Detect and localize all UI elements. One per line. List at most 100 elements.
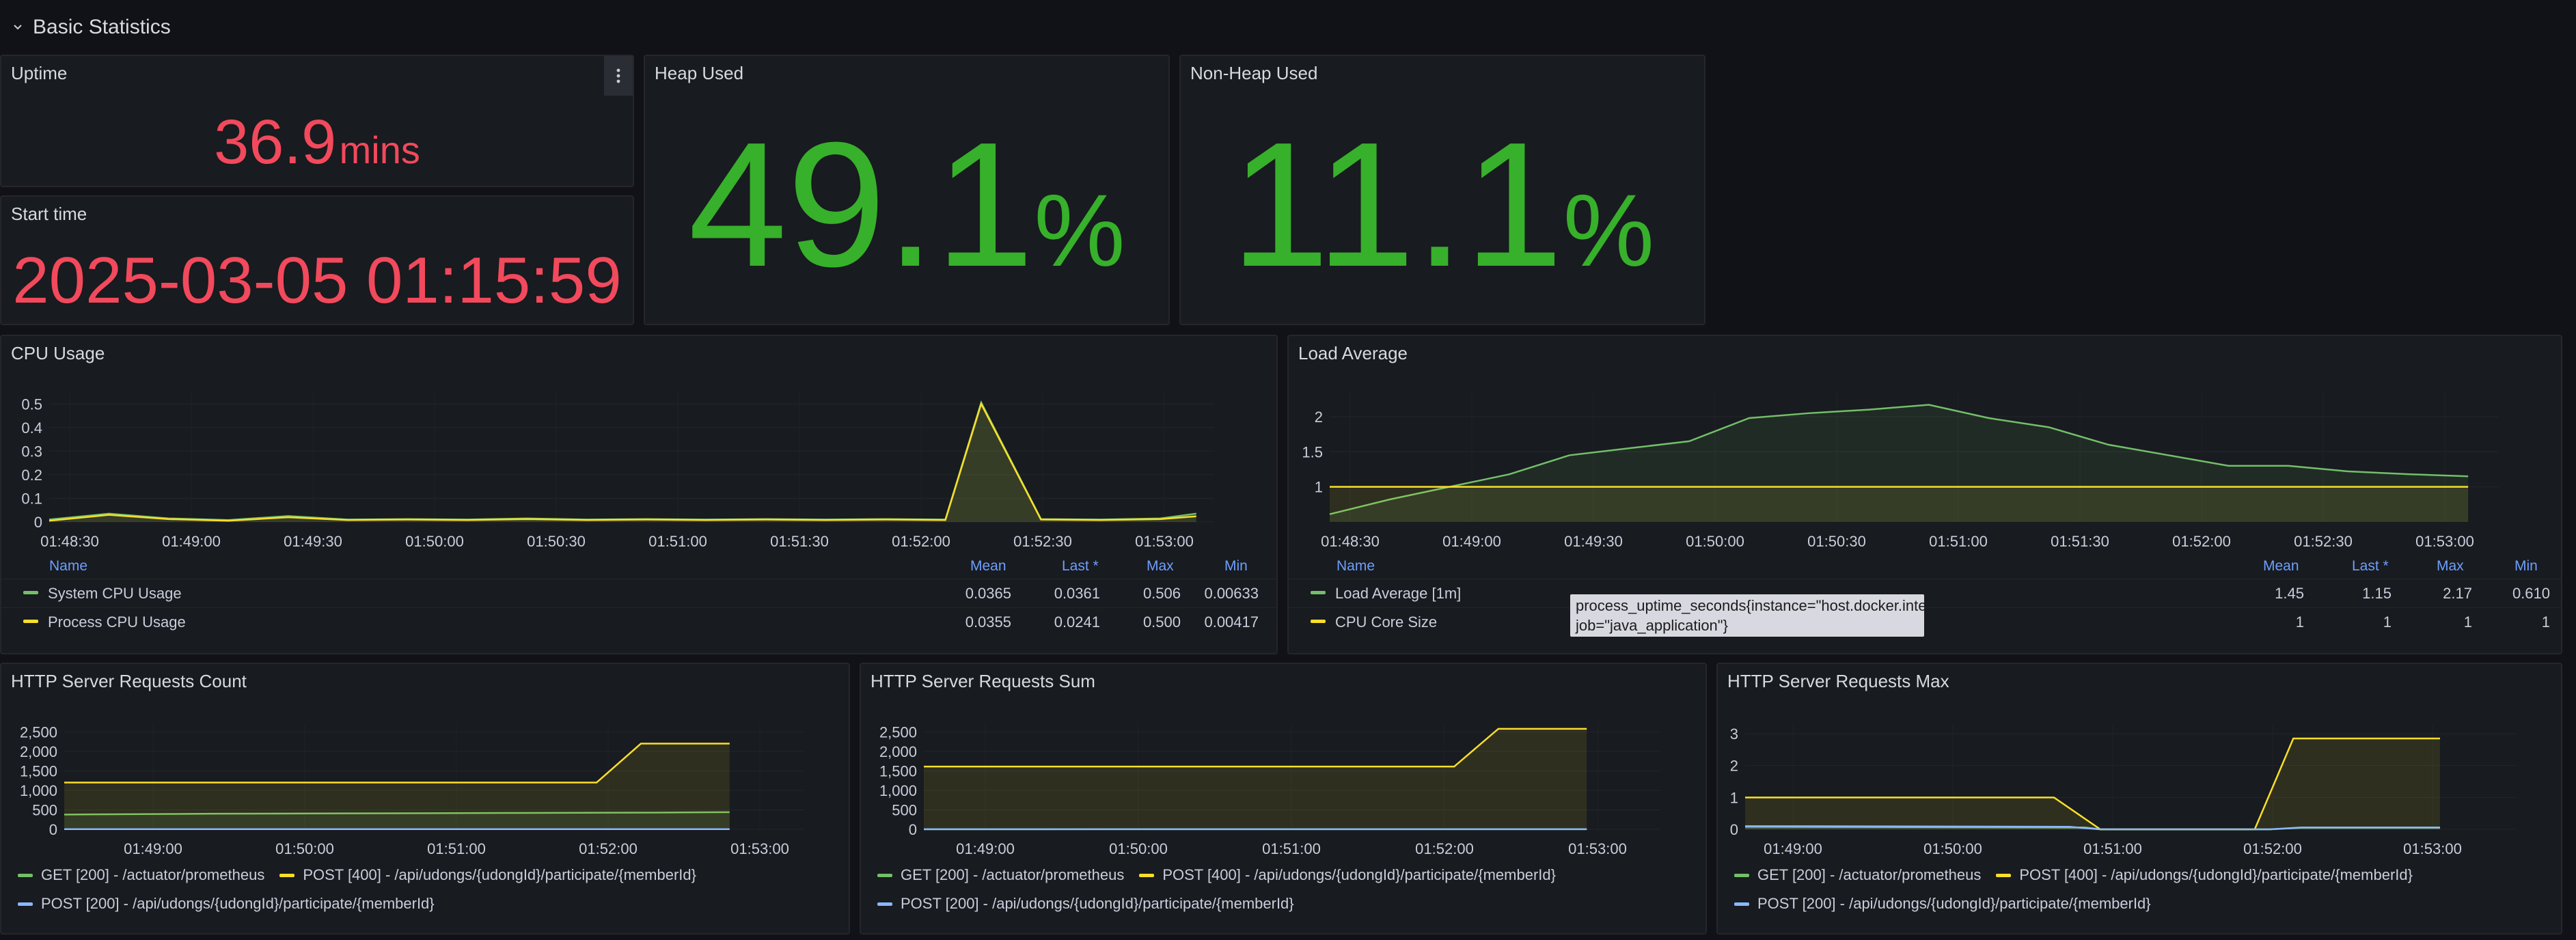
load-average-chart[interactable]: 1 1.5 2 01:48:30 01:49:00 01:49:30 01:50:00 01:… [1289,370,2562,596]
x-tick-label: 01:50:30 [1807,533,1866,550]
legend-header-min[interactable]: Min [2515,558,2538,574]
legend-row[interactable]: System CPU Usage 0.0365 0.0361 0.506 0.0… [1,579,1276,607]
row-header-basic-statistics[interactable]: Basic Statistics [0,0,2576,55]
http-max-panel[interactable]: HTTP Server Requests Max 0 1 2 3 01:49:00 01:… [1716,663,2562,935]
x-tick-label: 01:48:30 [40,533,99,550]
x-tick-label: 01:53:00 [730,840,789,857]
legend-item[interactable]: POST [200] - /api/udongs/{udongId}/parti… [877,895,1294,913]
series-line [1744,825,2440,831]
x-tick-label: 01:49:00 [124,840,182,857]
series-last: 0.0361 [1054,585,1100,602]
panel-menu-button[interactable] [604,56,633,96]
x-tick-label: 01:50:30 [527,533,586,550]
series-name: POST [200] - /api/udongs/{udongId}/parti… [41,895,435,912]
x-tick-label: 01:52:00 [892,533,950,550]
nonheap-used-panel[interactable]: Non-Heap Used 11.1% [1179,55,1705,325]
x-tick-label: 01:48:30 [1321,533,1380,550]
legend-header-mean[interactable]: Mean [2263,558,2299,574]
series-max: 0.500 [1142,613,1181,631]
y-tick-label: 0.1 [21,490,42,507]
start-time-panel[interactable]: Start time 2025-03-05 01:15:59 [0,195,634,325]
legend-item[interactable]: POST [200] - /api/udongs/{udongId}/parti… [18,895,435,913]
http-sum-panel[interactable]: HTTP Server Requests Sum 0 500 1,000 1,500 2… [860,663,1707,935]
http-sum-legend-2: POST [200] - /api/udongs/{udongId}/parti… [877,895,1309,913]
legend-header-name[interactable]: Name [49,558,88,574]
legend-header-min[interactable]: Min [1224,558,1248,574]
legend-item[interactable]: GET [200] - /actuator/prometheus [18,866,264,884]
y-tick-label: 1 [1730,789,1738,806]
x-tick-label: 01:52:00 [2172,533,2231,550]
series-swatch [1139,873,1155,877]
legend-item[interactable]: POST [400] - /api/udongs/{udongId}/parti… [1139,866,1556,884]
legend-item[interactable]: POST [200] - /api/udongs/{udongId}/parti… [1734,895,2151,913]
series-name: Load Average [1m] [1335,585,1462,602]
panel-title: Load Average [1298,343,1408,363]
cpu-usage-chart[interactable]: 0 0.1 0.2 0.3 0.4 0.5 01:48:30 01:49:00 01:49:30… [1,370,1278,596]
x-tick-label: 01:51:00 [2083,840,2142,857]
cpu-usage-panel[interactable]: CPU Usage 0 0.1 0.2 0.3 0.4 0.5 01:48:30 01:49:… [0,335,1278,654]
series-last: 1 [2383,613,2392,631]
x-tick-label: 01:50:00 [275,840,334,857]
legend-item[interactable]: GET [200] - /actuator/prometheus [1734,866,1981,884]
y-tick-label: 2,000 [20,743,57,760]
legend-header-last[interactable]: Last * [1062,558,1099,574]
row-title: Basic Statistics [33,16,171,38]
x-tick-label: 01:49:00 [956,840,1015,857]
legend-row[interactable]: Load Average [1m] 1.45 1.15 2.17 0.610 [1289,579,2561,607]
legend-header-max[interactable]: Max [2437,558,2464,574]
http-count-chart[interactable]: 0 500 1,000 1,500 2,000 2,500 01:49:00 01:50:00… [1,698,850,896]
x-tick-label: 01:49:30 [1564,533,1623,550]
series-line [1329,404,2469,515]
start-time-value: 2025-03-05 01:15:59 [12,244,622,317]
legend-header-last[interactable]: Last * [2352,558,2389,574]
legend-row[interactable]: CPU Core Size 1 1 1 1 [1289,607,2561,635]
legend-header-max[interactable]: Max [1147,558,1174,574]
series-area [924,728,1587,829]
legend-header-mean[interactable]: Mean [970,558,1006,574]
series-line [49,401,1196,522]
uptime-panel[interactable]: Uptime 36.9 mins [0,55,634,187]
x-tick-label: 01:51:30 [2051,533,2109,550]
series-swatch [1311,620,1326,623]
legend-header-name[interactable]: Name [1337,558,1375,574]
series-swatch [1734,902,1749,906]
x-tick-label: 01:49:00 [1442,533,1501,550]
cpu-legend-table: Name Mean Last * Max Min System CPU Usag… [1,558,1276,653]
panel-title: HTTP Server Requests Max [1727,671,1949,691]
series-min: 1 [2541,613,2550,631]
http-count-legend: GET [200] - /actuator/prometheus POST [4… [18,866,711,884]
http-count-legend-2: POST [200] - /api/udongs/{udongId}/parti… [18,895,450,913]
series-mean: 1.45 [2275,585,2304,602]
http-count-panel[interactable]: HTTP Server Requests Count 0 500 1,000 1,50… [0,663,850,935]
legend-item[interactable]: GET [200] - /actuator/prometheus [877,866,1124,884]
heap-used-panel[interactable]: Heap Used 49.1% [644,55,1170,325]
y-tick-label: 1.5 [1302,443,1323,460]
y-tick-label: 1,500 [20,762,57,779]
series-max: 2.17 [2443,585,2472,602]
chevron-down-icon[interactable] [12,22,23,33]
legend-item[interactable]: POST [400] - /api/udongs/{udongId}/parti… [279,866,696,884]
heap-unit: % [1034,173,1125,288]
series-area [49,404,1196,522]
series-tooltip: process_uptime_seconds{instance="host.do… [1570,594,1924,637]
legend-item[interactable]: POST [400] - /api/udongs/{udongId}/parti… [1996,866,2413,884]
y-tick-label: 0 [34,514,42,531]
heap-stat: 49.1% [645,116,1168,294]
y-tick-label: 2,000 [879,743,917,760]
series-line [64,811,730,816]
legend-row[interactable]: Process CPU Usage 0.0355 0.0241 0.500 0.… [1,607,1276,635]
series-area [49,402,1196,522]
x-tick-label: 01:51:00 [648,533,707,550]
series-swatch [18,902,33,906]
y-tick-label: 0 [909,821,917,838]
y-tick-label: 500 [892,801,917,818]
y-tick-label: 0 [1730,821,1738,838]
series-name: POST [400] - /api/udongs/{udongId}/parti… [2019,866,2413,883]
http-sum-chart[interactable]: 0 500 1,000 1,500 2,000 2,500 01:49:00 01:50:00… [861,698,1707,896]
x-tick-label: 01:50:00 [405,533,464,550]
load-average-panel[interactable]: Load Average 1 1.5 2 01:48:30 01:49:00 01:49:… [1287,335,2562,654]
http-max-chart[interactable]: 0 1 2 3 01:49:00 01:50:00 01:51:00 01:52:00 01:5… [1718,698,2562,896]
uptime-value: 36.9 [214,107,337,177]
series-swatch [877,902,892,906]
series-min: 0.00417 [1204,613,1259,631]
